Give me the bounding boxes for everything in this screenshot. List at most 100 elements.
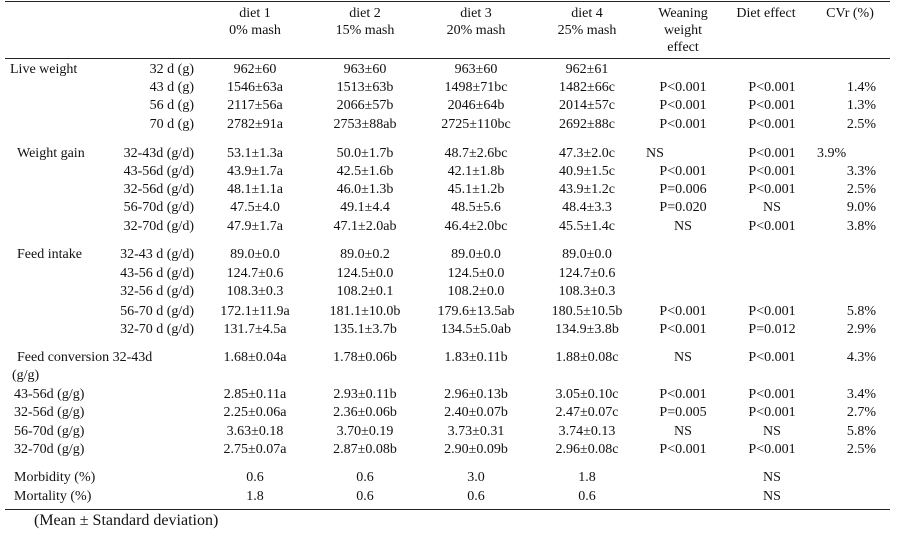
- weaning-effect-cell: P<0.001: [659, 387, 707, 402]
- table-cell-diet2: 1.78±0.06b: [333, 350, 397, 365]
- table-cell-diet2: 49.1±4.4: [340, 200, 390, 215]
- weaning-effect-cell: NS: [646, 146, 664, 161]
- table-cell-diet1: 3.63±0.18: [226, 424, 284, 439]
- table-cell-diet1: 48.1±1.1a: [227, 182, 283, 197]
- weaning-effect-cell: P<0.001: [659, 98, 707, 113]
- diet-effect-cell: NS: [763, 470, 781, 485]
- table-cell-diet1: 47.5±4.0: [230, 200, 280, 215]
- table-cell-diet3: 1498±71bc: [444, 80, 508, 95]
- cvr-cell: 9.0%: [846, 200, 876, 215]
- row-group-label: Weight gain: [17, 146, 85, 161]
- weaning-effect-cell: NS: [674, 424, 692, 439]
- table-cell-diet1: 0.6: [246, 470, 264, 485]
- table-cell-diet2: 1513±63b: [336, 80, 394, 95]
- diet-effect-cell: P=0.012: [748, 322, 796, 337]
- diet-effect-cell: P<0.001: [748, 182, 796, 197]
- table-cell-diet2: 963±60: [343, 62, 387, 77]
- table-cell-diet2: 135.1±3.7b: [333, 322, 397, 337]
- table-cell-diet2: 50.0±1.7b: [336, 146, 394, 161]
- diet-effect-cell: P<0.001: [748, 146, 796, 161]
- row-sub-label: 32-70d (g/g): [14, 442, 85, 457]
- table-cell-diet3: 0.6: [467, 489, 485, 504]
- cvr-cell: 3.3%: [846, 164, 876, 179]
- weaning-effect-cell: P<0.001: [659, 304, 707, 319]
- row-sub-label: 43-56 d (g/d): [120, 266, 194, 281]
- table-cell-diet4: 180.5±10.5b: [551, 304, 623, 319]
- cvr-cell: 2.7%: [846, 405, 876, 420]
- cvr-cell: 1.3%: [846, 98, 876, 113]
- col-header-diet2-mash: 15% mash: [335, 23, 395, 38]
- table-cell-diet1: 962±60: [233, 62, 277, 77]
- cvr-cell: 1.4%: [846, 80, 876, 95]
- table-cell-diet1: 131.7±4.5a: [223, 322, 287, 337]
- table-cell-diet3: 48.5±5.6: [451, 200, 501, 215]
- weaning-effect-cell: P=0.005: [659, 405, 707, 420]
- table-cell-diet3: 3.0: [467, 470, 485, 485]
- table-cell-diet3: 89.0±0.0: [451, 247, 501, 262]
- row-sub-label: 43 d (g): [149, 80, 194, 95]
- row-sub-label: 32-56d (g/d): [123, 182, 194, 197]
- table-cell-diet1: 43.9±1.7a: [227, 164, 283, 179]
- table-cell-diet4: 43.9±1.2c: [559, 182, 615, 197]
- table-cell-diet4: 3.05±0.10c: [555, 387, 619, 402]
- col-header-diet-effect: Diet effect: [736, 6, 796, 21]
- table-cell-diet3: 48.7±2.6bc: [444, 146, 508, 161]
- row-sub-label: 43-56d (g/g): [14, 387, 85, 402]
- row-sub-label: 32-56d (g/g): [14, 405, 85, 420]
- table-cell-diet1: 2.85±0.11a: [223, 387, 287, 402]
- table-cell-diet3: 2.40±0.07b: [444, 405, 508, 420]
- diet-effect-cell: P<0.001: [748, 405, 796, 420]
- row-sub-label: 32-56 d (g/d): [120, 284, 194, 299]
- diet-effect-cell: P<0.001: [748, 117, 796, 132]
- row-group-label: Feed intake: [17, 247, 82, 262]
- diet-effect-cell: P<0.001: [748, 304, 796, 319]
- table-cell-diet4: 1482±66c: [559, 80, 615, 95]
- diet-effect-cell: P<0.001: [748, 442, 796, 457]
- header-rule: [5, 58, 890, 59]
- row-sub-label: 32 d (g): [149, 62, 194, 77]
- table-cell-diet1: 1.8: [246, 489, 264, 504]
- col-header-weaning-1: Weaning: [658, 6, 708, 21]
- cvr-cell: 3.8%: [846, 219, 876, 234]
- cvr-cell: 2.9%: [846, 322, 876, 337]
- col-header-cvr: CVr (%): [826, 6, 874, 21]
- table-cell-diet4: 2014±57c: [559, 98, 615, 113]
- diet-effect-cell: P<0.001: [748, 164, 796, 179]
- table-cell-diet3: 2046±64b: [447, 98, 505, 113]
- table-cell-diet1: 47.9±1.7a: [227, 219, 283, 234]
- row-sub-label: 32-70d (g/d): [123, 219, 194, 234]
- table-cell-diet3: 179.6±13.5ab: [437, 304, 515, 319]
- diet-effect-cell: P<0.001: [748, 350, 796, 365]
- table-cell-diet4: 134.9±3.8b: [555, 322, 619, 337]
- table-cell-diet2: 124.5±0.0: [336, 266, 394, 281]
- table-cell-diet1: 2.25±0.06a: [223, 405, 287, 420]
- col-header-diet4-mash: 25% mash: [557, 23, 617, 38]
- table-cell-diet2: 2.87±0.08b: [333, 442, 397, 457]
- row-sub-label: 56-70d (g/d): [123, 200, 194, 215]
- cvr-cell: 5.8%: [846, 424, 876, 439]
- table-cell-diet4: 1.88±0.08c: [555, 350, 619, 365]
- table-cell-diet4: 124.7±0.6: [558, 266, 616, 281]
- table-cell-diet4: 45.5±1.4c: [559, 219, 615, 234]
- table-cell-diet2: 2753±88ab: [333, 117, 397, 132]
- table-cell-diet4: 47.3±2.0c: [559, 146, 615, 161]
- row-group-label: Feed conversion 32-43d: [17, 350, 153, 365]
- row-sub-label: 32-43 d (g/d): [120, 247, 194, 262]
- row-group-label: Mortality (%): [14, 489, 92, 504]
- diet-effect-cell: P<0.001: [748, 80, 796, 95]
- table-cell-diet3: 2.90±0.09b: [444, 442, 508, 457]
- weaning-effect-cell: P=0.020: [659, 200, 707, 215]
- table-cell-diet4: 2.96±0.08c: [555, 442, 619, 457]
- table-cell-diet1: 89.0±0.0: [230, 247, 280, 262]
- table-cell-diet1: 2117±56a: [227, 98, 283, 113]
- row-sub-label: (g/g): [12, 368, 40, 383]
- col-header-diet3-name: diet 3: [460, 6, 492, 21]
- table-cell-diet2: 46.0±1.3b: [336, 182, 394, 197]
- table-cell-diet1: 108.3±0.3: [226, 284, 284, 299]
- table-cell-diet3: 134.5±5.0ab: [441, 322, 511, 337]
- row-sub-label: 70 d (g): [149, 117, 194, 132]
- weaning-effect-cell: P<0.001: [659, 322, 707, 337]
- table-cell-diet3: 42.1±1.8b: [447, 164, 505, 179]
- diet-effect-cell: NS: [763, 424, 781, 439]
- row-sub-label: 56-70 d (g/d): [120, 304, 194, 319]
